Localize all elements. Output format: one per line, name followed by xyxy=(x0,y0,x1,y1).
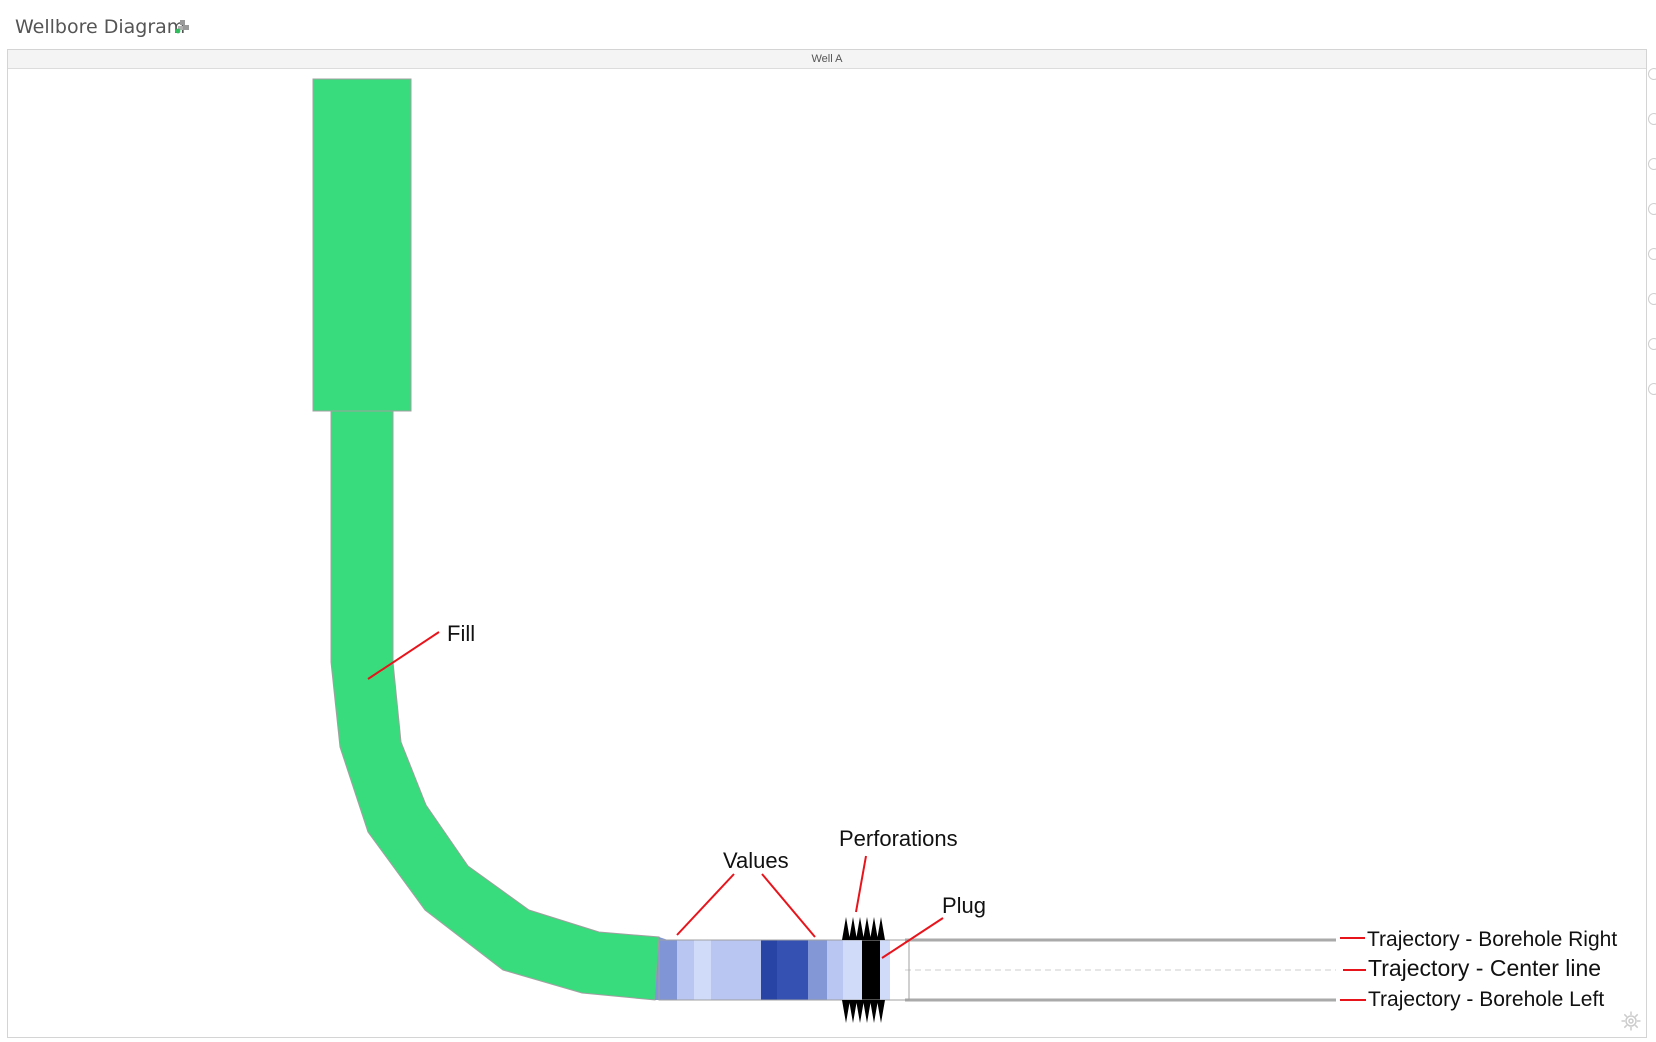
perforation-spike-bottom xyxy=(870,1000,878,1023)
perforation-spike-top xyxy=(877,917,885,940)
plug-leader-line xyxy=(881,917,944,959)
puzzle-icon[interactable] xyxy=(174,18,192,36)
center-line-label: Trajectory - Center line xyxy=(1368,955,1601,981)
value-segment xyxy=(694,940,711,1000)
side-indicators xyxy=(1648,68,1656,398)
side-indicator[interactable] xyxy=(1648,113,1656,125)
perforation-spike-top xyxy=(842,917,850,940)
side-indicator[interactable] xyxy=(1648,68,1656,80)
value-segment xyxy=(827,940,843,1000)
side-indicator[interactable] xyxy=(1648,248,1656,260)
perforation-spike-bottom xyxy=(856,1000,864,1023)
perforation-spike-bottom xyxy=(849,1000,857,1023)
gear-icon[interactable] xyxy=(1620,1010,1642,1032)
perforation-spike-bottom xyxy=(863,1000,871,1023)
side-indicator[interactable] xyxy=(1648,158,1656,170)
perforation-spike-top xyxy=(856,917,864,940)
perforation-spike-bottom xyxy=(877,1000,885,1023)
panel-title: Well A xyxy=(811,53,843,65)
side-indicator[interactable] xyxy=(1648,383,1656,395)
value-segment-edge xyxy=(655,937,668,1000)
value-segment xyxy=(843,940,862,1000)
visualization-panel: Well A xyxy=(7,49,1647,1038)
fill-upper-section xyxy=(312,78,412,412)
values-label: Values xyxy=(723,848,789,873)
value-segment xyxy=(761,940,777,1000)
plug-segment xyxy=(862,940,880,1000)
values-leader-line-left xyxy=(676,873,735,936)
perforation-spike-bottom xyxy=(842,1000,850,1023)
side-indicator[interactable] xyxy=(1648,203,1656,215)
value-segments-outline xyxy=(658,939,910,1001)
title-bar: Wellbore Diagram xyxy=(0,0,1656,48)
borehole-left-label: Trajectory - Borehole Left xyxy=(1368,988,1604,1011)
perforation-spike-top xyxy=(849,917,857,940)
panel-header: Well A xyxy=(8,50,1646,69)
fill-curved-section xyxy=(330,410,660,1001)
side-indicator[interactable] xyxy=(1648,338,1656,350)
value-segment xyxy=(808,940,827,1000)
value-segments xyxy=(655,937,910,1001)
side-indicator[interactable] xyxy=(1648,293,1656,305)
value-segment xyxy=(711,940,761,1000)
fill-leader-line xyxy=(367,631,440,680)
app-title: Wellbore Diagram xyxy=(15,16,186,38)
borehole-right-label: Trajectory - Borehole Right xyxy=(1367,928,1617,951)
perforation-spike-top xyxy=(870,917,878,940)
value-segment xyxy=(677,940,694,1000)
value-segment xyxy=(880,940,890,1000)
values-leader-line-right xyxy=(761,873,816,938)
annotation-leaders xyxy=(367,631,1366,1001)
value-segment xyxy=(777,940,808,1000)
perforations xyxy=(842,917,885,1023)
plug-label: Plug xyxy=(942,893,986,918)
perforations-leader-line xyxy=(855,855,867,913)
perforation-spike-top xyxy=(863,917,871,940)
fill-label: Fill xyxy=(447,621,475,646)
perforations-label: Perforations xyxy=(839,826,958,851)
